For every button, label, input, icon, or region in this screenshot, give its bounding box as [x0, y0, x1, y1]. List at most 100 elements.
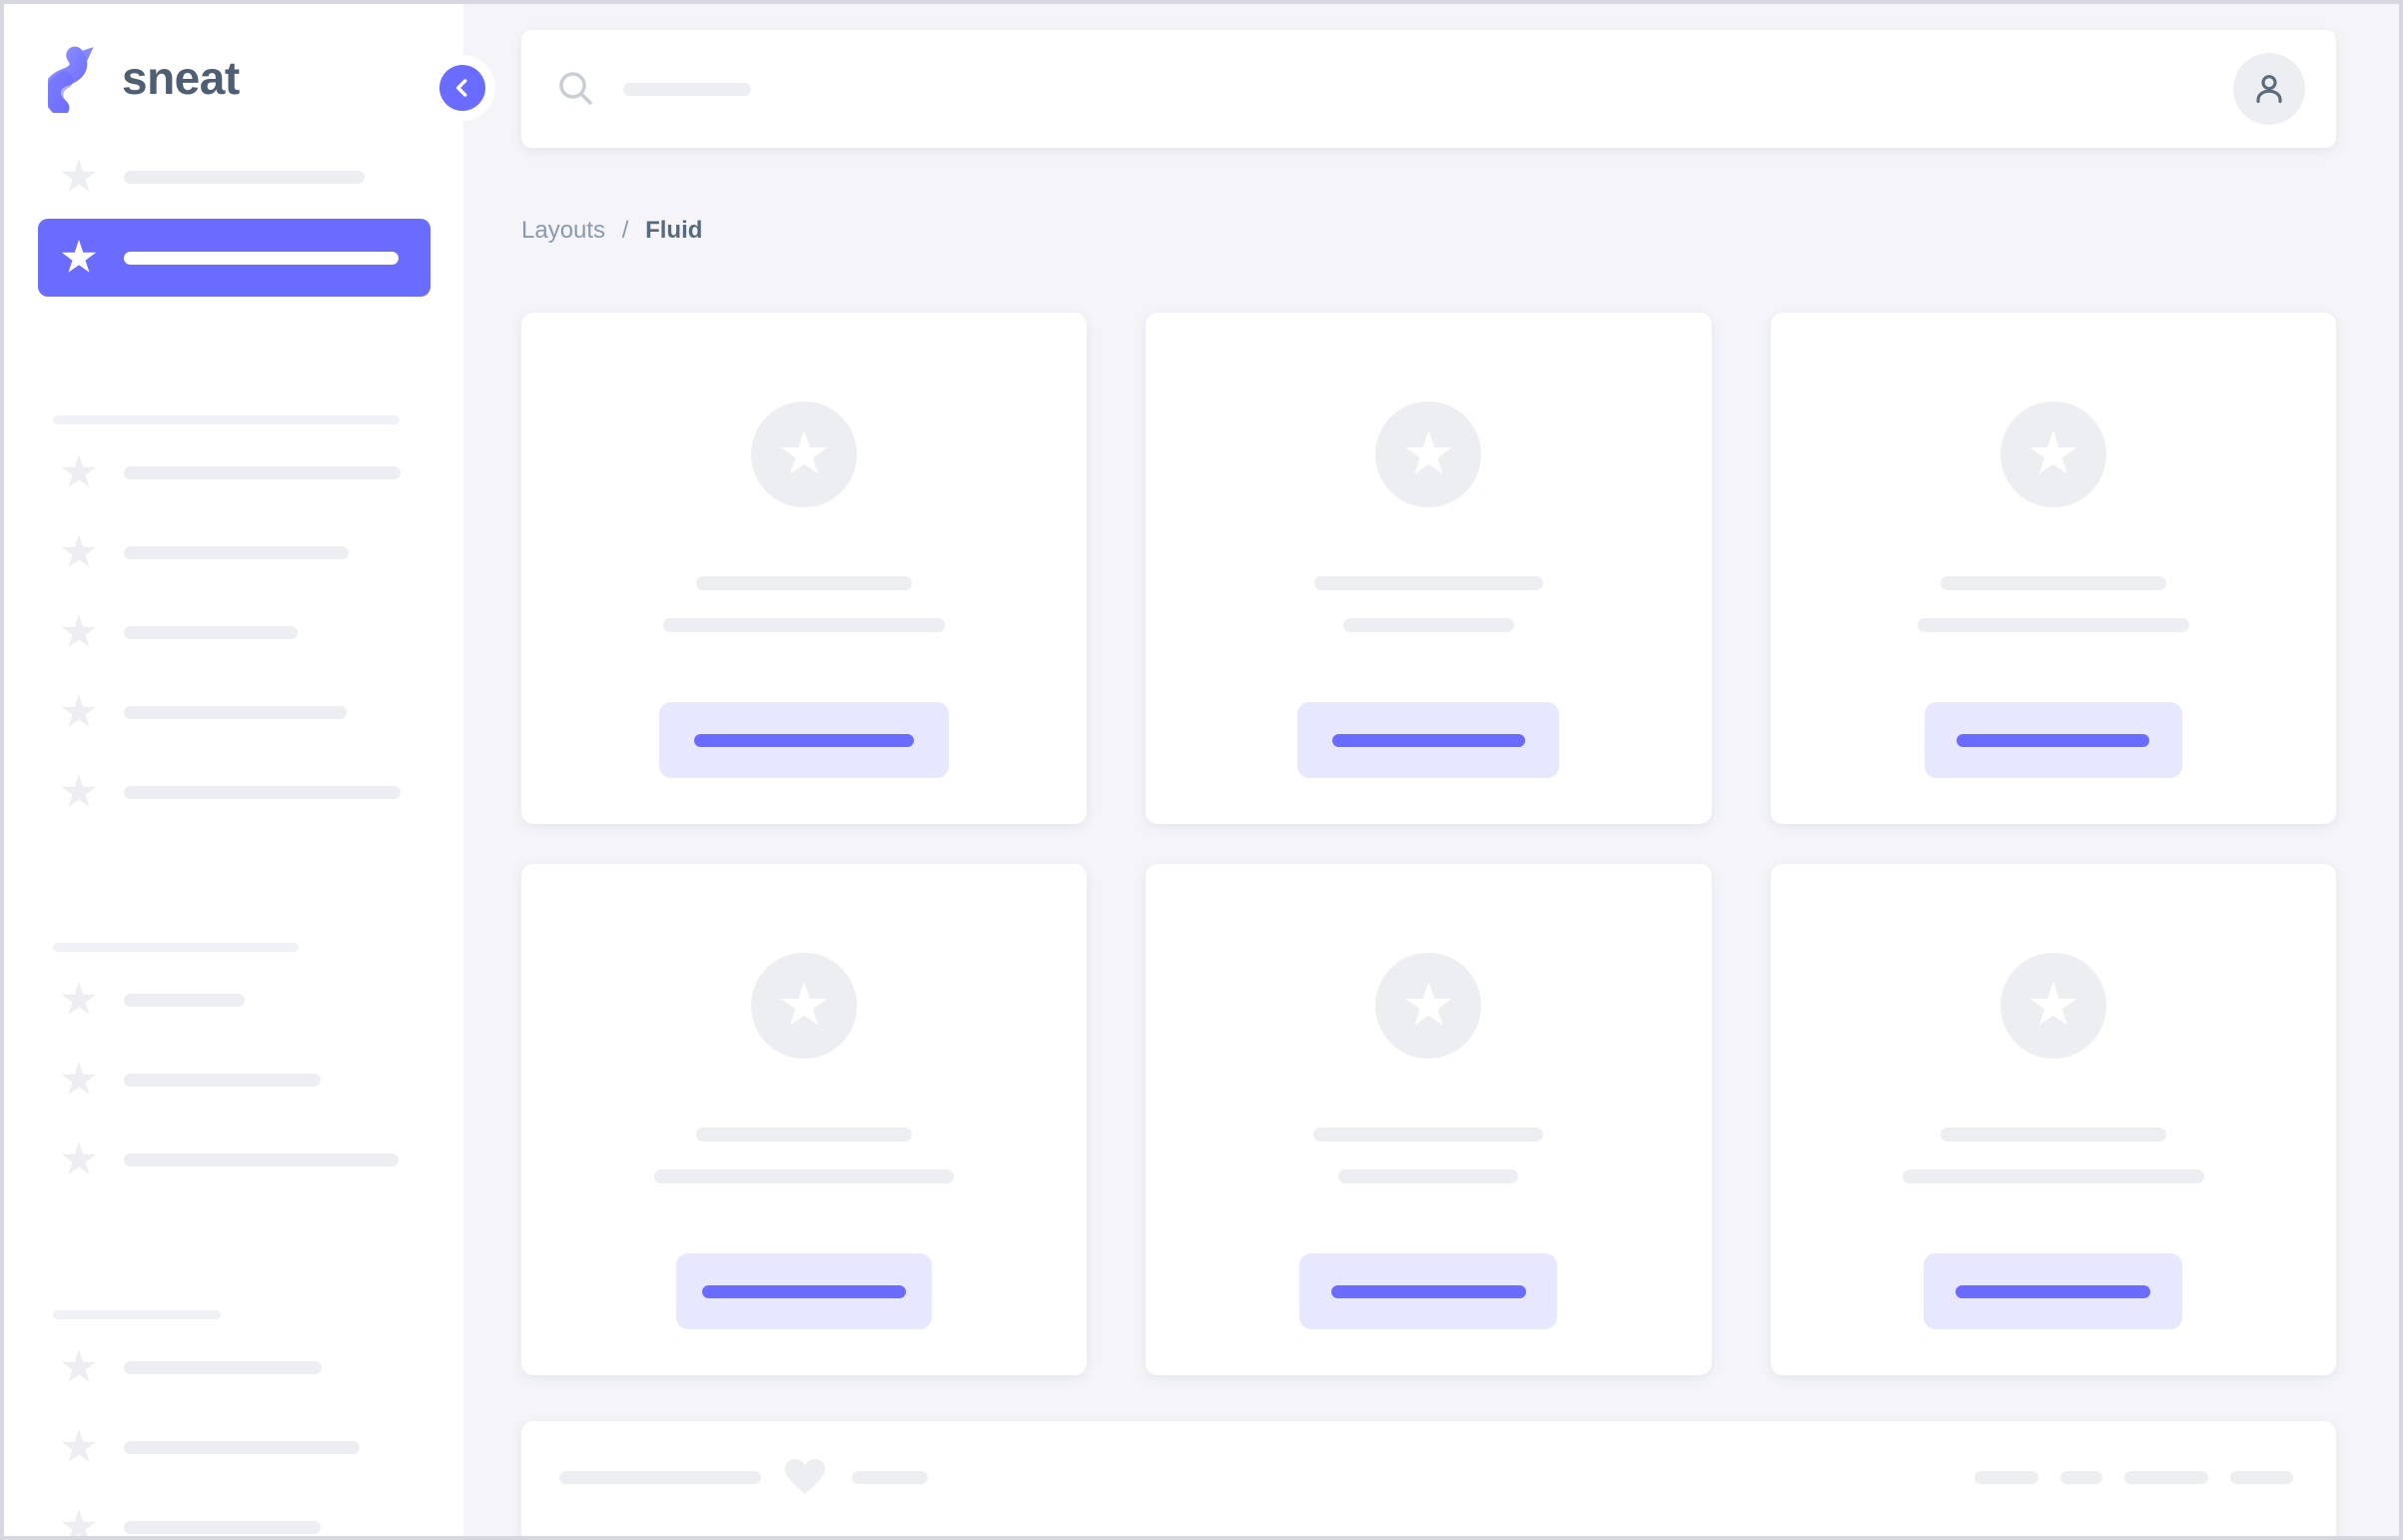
star-icon: [61, 1142, 97, 1174]
card-action-button[interactable]: [1924, 702, 2182, 778]
sidebar-menu-item[interactable]: [4, 1349, 463, 1385]
star-icon: [2029, 430, 2076, 474]
star-icon: [61, 240, 97, 273]
card-avatar-circle: [1375, 401, 1482, 507]
sidebar-menu-item-active[interactable]: [38, 219, 430, 297]
card-title-skeleton: [1313, 1128, 1544, 1142]
star-icon: [61, 1062, 97, 1095]
sidebar-menu-item[interactable]: [4, 982, 463, 1018]
button-label-skeleton: [1957, 733, 2150, 747]
star-icon: [781, 430, 828, 474]
button-label-skeleton: [702, 1284, 907, 1298]
card-avatar-circle: [751, 953, 858, 1059]
star-icon: [61, 1509, 97, 1536]
footer-right-group: [1975, 1470, 2293, 1484]
footer-skeleton-bar: [1975, 1470, 2038, 1484]
sidebar-menu-item[interactable]: [4, 159, 463, 195]
breadcrumb: Layouts / Fluid: [521, 216, 2336, 246]
button-label-skeleton: [1331, 733, 1525, 747]
sidebar-menu-item[interactable]: [4, 1142, 463, 1177]
sidebar-menu-item[interactable]: [4, 1062, 463, 1098]
star-icon: [61, 982, 97, 1015]
sidebar-menu-item[interactable]: [4, 694, 463, 730]
breadcrumb-parent[interactable]: Layouts: [521, 217, 606, 244]
breadcrumb-separator: /: [621, 217, 629, 244]
button-label-skeleton: [1330, 1284, 1526, 1298]
sneat-logo-icon: [48, 46, 94, 113]
card-subtitle-skeleton: [1917, 618, 2189, 632]
sidebar-menu-item[interactable]: [4, 1509, 463, 1536]
sidebar-menu-item[interactable]: [4, 454, 463, 490]
card-action-button[interactable]: [659, 702, 950, 778]
card-subtitle-skeleton: [663, 618, 946, 632]
star-icon: [61, 159, 97, 192]
menu-item-label-skeleton: [124, 465, 400, 479]
card-subtitle-skeleton: [1902, 1169, 2204, 1183]
card-title-skeleton: [696, 1128, 913, 1142]
menu-section-divider: [53, 415, 400, 424]
footer-card: [521, 1421, 2336, 1536]
card-subtitle-skeleton: [1338, 1169, 1519, 1183]
person-icon: [2256, 75, 2282, 104]
footer-skeleton-bar: [2124, 1470, 2208, 1484]
menu-item-label-skeleton: [124, 1440, 360, 1454]
star-icon: [1405, 982, 1452, 1026]
card-avatar-circle: [2000, 953, 2106, 1059]
footer-skeleton-bar: [559, 1470, 761, 1484]
content-card: [1146, 864, 1712, 1375]
main-content: Layouts / Fluid: [463, 4, 2399, 1536]
card-action-button[interactable]: [1297, 702, 1560, 778]
star-icon: [61, 1349, 97, 1382]
card-avatar-circle: [2000, 401, 2106, 507]
menu-item-label-skeleton: [124, 170, 365, 184]
menu-section-divider: [53, 943, 299, 952]
card-grid-row-2: [521, 864, 2336, 1375]
content-card: [1146, 313, 1712, 824]
star-icon: [61, 1429, 97, 1462]
breadcrumb-current: Fluid: [645, 217, 703, 244]
card-title-skeleton: [1940, 576, 2166, 590]
search-placeholder-skeleton: [623, 82, 751, 96]
user-avatar[interactable]: [2233, 53, 2305, 125]
footer-left-group: [559, 1459, 928, 1495]
star-icon: [61, 694, 97, 727]
content-card: [1770, 313, 2336, 824]
menu-item-label-skeleton: [124, 705, 347, 719]
footer-skeleton-bar: [2230, 1470, 2293, 1484]
card-avatar-circle: [751, 401, 858, 507]
card-subtitle-skeleton: [1342, 618, 1514, 632]
menu-section-divider: [53, 1310, 221, 1319]
sidebar-collapse-ring: [429, 55, 495, 121]
sidebar-menu-item[interactable]: [4, 534, 463, 570]
card-title-skeleton: [1940, 1128, 2166, 1142]
star-icon: [781, 982, 828, 1026]
button-label-skeleton: [694, 733, 915, 747]
chevron-left-icon: [455, 79, 467, 97]
star-icon: [61, 614, 97, 647]
sidebar-collapse-button[interactable]: [439, 65, 485, 111]
sidebar-menu-item[interactable]: [4, 1429, 463, 1465]
search-icon: [559, 72, 592, 105]
star-icon: [61, 454, 97, 487]
search-input[interactable]: [555, 30, 2233, 148]
star-icon: [61, 774, 97, 807]
brand-name: sneat: [122, 52, 240, 104]
sidebar-menu-item[interactable]: [4, 774, 463, 810]
heart-icon: [785, 1459, 825, 1494]
footer-skeleton-bar: [2060, 1470, 2102, 1484]
menu-item-label-skeleton: [124, 1073, 321, 1087]
menu-item-label-skeleton: [124, 1153, 399, 1166]
brand: sneat: [48, 42, 463, 114]
card-subtitle-skeleton: [654, 1169, 955, 1183]
sidebar-menu-item[interactable]: [4, 614, 463, 650]
footer-skeleton-bar: [852, 1470, 928, 1484]
menu-item-label-skeleton: [124, 1360, 322, 1374]
card-action-button[interactable]: [676, 1253, 933, 1329]
star-icon: [61, 534, 97, 567]
topbar-search-card: [521, 30, 2336, 148]
card-action-button[interactable]: [1299, 1253, 1558, 1329]
menu-item-label-skeleton: [124, 251, 399, 265]
card-title-skeleton: [696, 576, 913, 590]
card-action-button[interactable]: [1924, 1253, 2183, 1329]
